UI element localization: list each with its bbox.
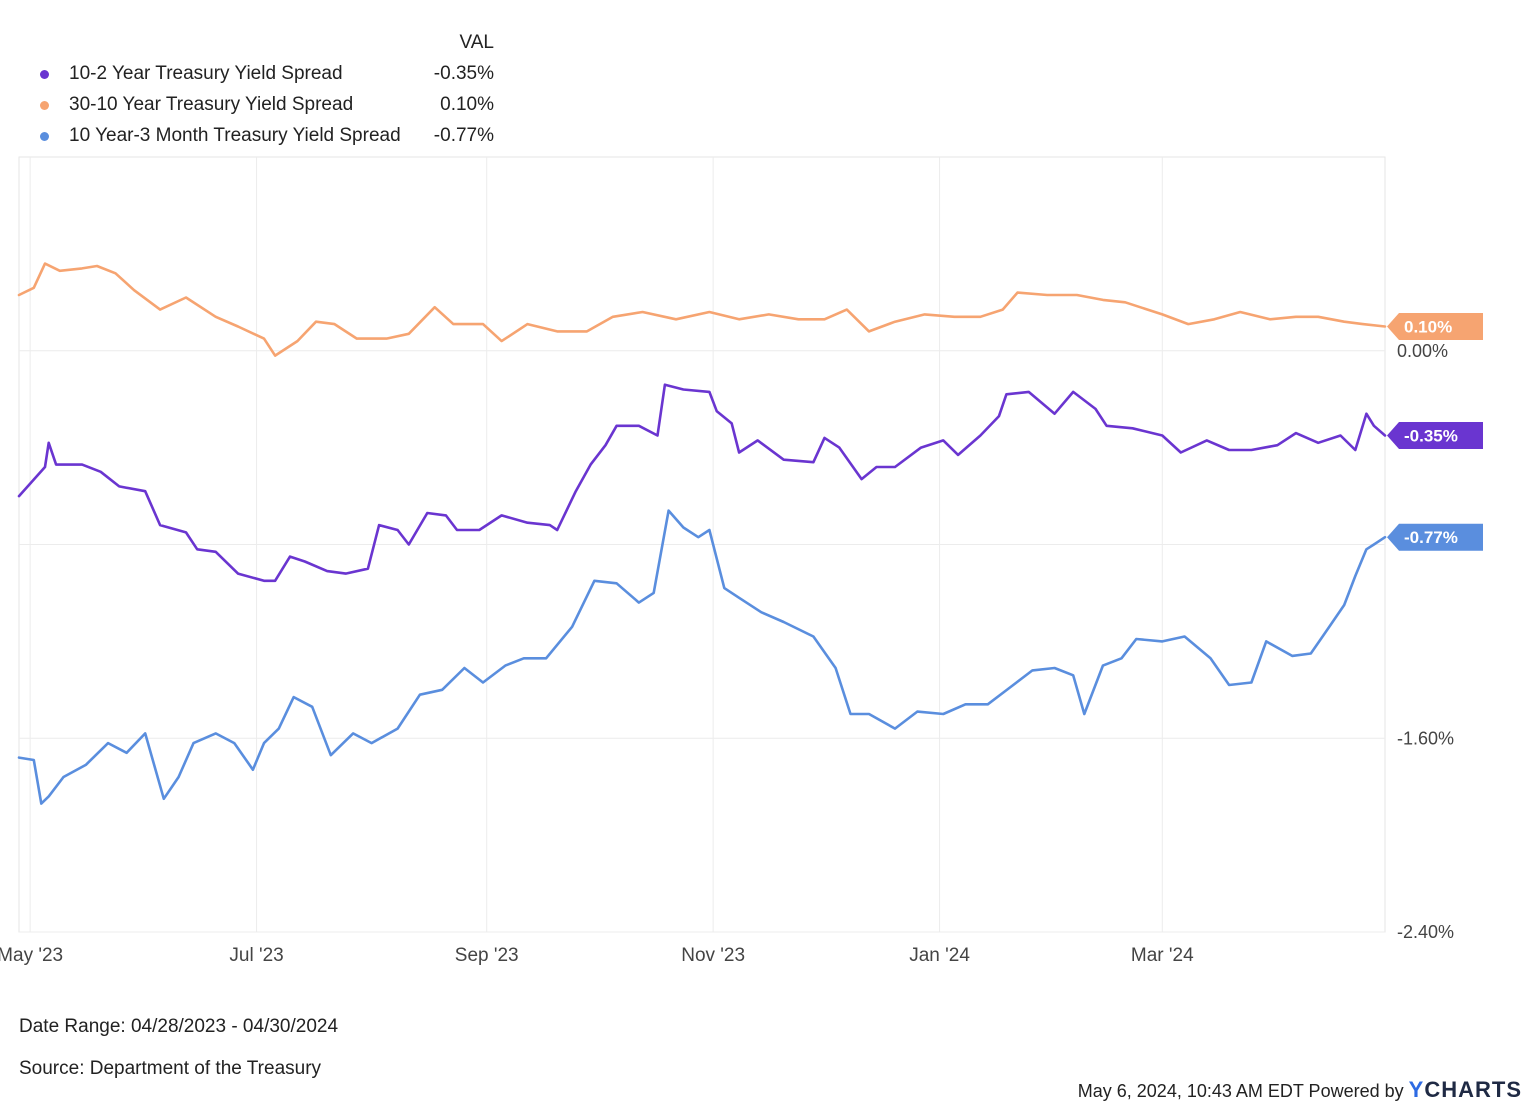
legend-item-label: 10 Year-3 Month Treasury Yield Spread bbox=[69, 125, 401, 146]
legend-dot-icon bbox=[40, 132, 49, 141]
legend-item-30-10-spread[interactable]: 30-10 Year Treasury Yield Spread 0.10% bbox=[38, 92, 508, 118]
legend-value-header: VAL bbox=[459, 32, 494, 53]
series-line bbox=[17, 383, 1387, 583]
y-tick-label: 0.00% bbox=[1397, 341, 1448, 361]
series-end-label: -0.35% bbox=[1387, 422, 1483, 450]
end-label-text: -0.35% bbox=[1404, 427, 1458, 446]
legend-item-10y-3m-spread[interactable]: 10 Year-3 Month Treasury Yield Spread -0… bbox=[38, 123, 508, 149]
x-tick-label: Nov '23 bbox=[681, 945, 745, 966]
legend-item-label: 30-10 Year Treasury Yield Spread bbox=[69, 94, 354, 115]
legend-dot-icon bbox=[40, 70, 49, 79]
y-tick-label: -1.60% bbox=[1397, 728, 1454, 748]
legend-item-value: -0.77% bbox=[433, 125, 494, 146]
ycharts-logo-text: CHARTS bbox=[1424, 1077, 1522, 1102]
series-end-label: 0.10% bbox=[1387, 313, 1483, 341]
x-tick-label: Mar '24 bbox=[1131, 945, 1194, 966]
series-line bbox=[17, 262, 1387, 357]
timestamp-text: May 6, 2024, 10:43 AM EDT Powered by bbox=[1077, 1081, 1404, 1101]
end-label-text: 0.10% bbox=[1404, 318, 1452, 337]
x-tick-label: May '23 bbox=[0, 945, 63, 966]
ycharts-logo[interactable]: YCHARTS bbox=[1409, 1077, 1522, 1102]
end-label-flag bbox=[1387, 313, 1483, 341]
end-label-flag bbox=[1387, 422, 1483, 450]
legend-item-label: 10-2 Year Treasury Yield Spread bbox=[69, 63, 343, 84]
series-line bbox=[17, 509, 1387, 805]
legend-item-value: -0.35% bbox=[433, 63, 494, 84]
date-range-text: Date Range: 04/28/2023 - 04/30/2024 bbox=[19, 1016, 339, 1037]
legend-item-value: 0.10% bbox=[440, 94, 494, 115]
end-label-text: -0.77% bbox=[1404, 528, 1458, 547]
source-text: Source: Department of the Treasury bbox=[19, 1058, 322, 1079]
line-chart: May '23 Jul '23 Sep '23 Nov '23 Jan '24 Mar '… bbox=[0, 156, 1483, 966]
legend-item-10-2-spread[interactable]: 10-2 Year Treasury Yield Spread -0.35% bbox=[38, 61, 508, 87]
x-tick-label: Jul '23 bbox=[229, 945, 283, 966]
y-tick-label: -2.40% bbox=[1397, 922, 1454, 942]
legend-dot-icon bbox=[40, 101, 49, 110]
end-label-flag bbox=[1387, 523, 1483, 551]
series-end-label: -0.77% bbox=[1387, 523, 1483, 551]
timestamp-attribution: May 6, 2024, 10:43 AM EDT Powered by YCH… bbox=[1078, 1077, 1522, 1103]
x-tick-label: Sep '23 bbox=[455, 945, 519, 966]
x-tick-label: Jan '24 bbox=[909, 945, 970, 966]
ycharts-logo-y: Y bbox=[1408, 1077, 1425, 1102]
